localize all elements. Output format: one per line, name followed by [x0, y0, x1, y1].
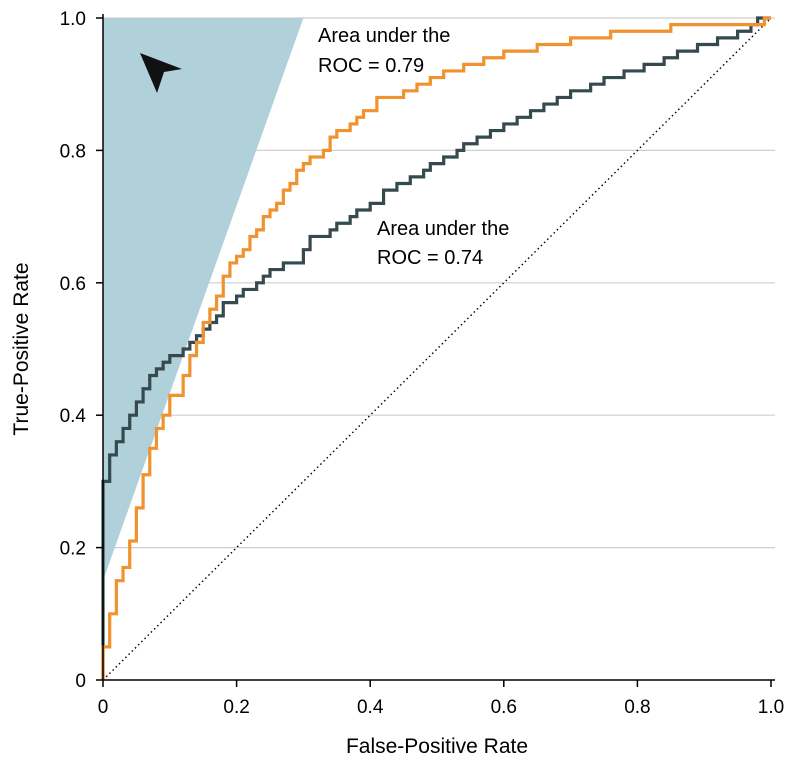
x-tick-label: 1.0 [758, 697, 784, 718]
y-tick-label: 0.8 [60, 141, 86, 162]
orange-auc-label-line1: Area under the [318, 25, 450, 47]
x-tick-label: 0.6 [491, 697, 517, 718]
dark-auc-label-line2: ROC = 0.74 [377, 247, 483, 269]
dark-roc-curve [101, 16, 771, 680]
shaded-region [103, 18, 304, 581]
mouse-pointer-icon [140, 53, 182, 93]
reference-diagonal-line [102, 17, 772, 681]
x-axis-title: False-Positive Rate [346, 735, 528, 758]
orange-roc-curve [101, 16, 771, 680]
y-tick-label: 0.6 [60, 274, 86, 295]
dark-auc-label-line1: Area under the [377, 218, 509, 240]
y-tick-label: 0 [75, 671, 86, 692]
x-tick-label: 0.8 [624, 697, 650, 718]
y-tick-label: 0.4 [60, 406, 87, 427]
y-tick-label: 1.0 [60, 9, 86, 30]
x-tick-label: 0.2 [223, 697, 249, 718]
orange-auc-label-line2: ROC = 0.79 [318, 55, 424, 77]
x-tick-label: 0.4 [357, 697, 384, 718]
y-tick-label: 0.2 [60, 539, 86, 560]
y-axis-ticks: 0 0.2 0.4 0.6 0.8 1.0 [60, 9, 103, 692]
y-axis-title: True-Positive Rate [10, 262, 33, 435]
x-axis-ticks: 0 0.2 0.4 0.6 0.8 1.0 [98, 680, 784, 718]
x-tick-label: 0 [98, 697, 109, 718]
